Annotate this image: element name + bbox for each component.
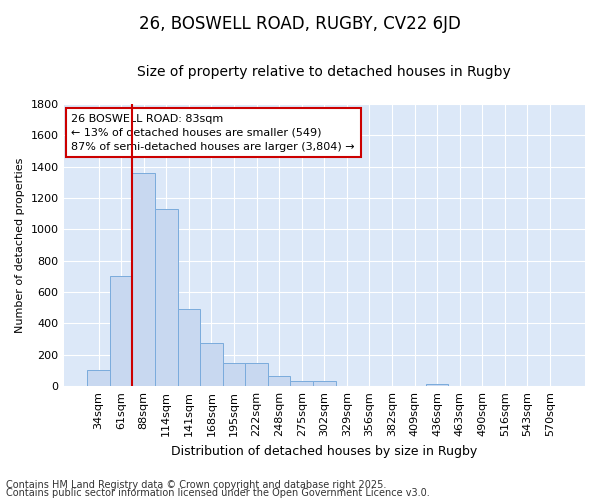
Title: Size of property relative to detached houses in Rugby: Size of property relative to detached ho… xyxy=(137,65,511,79)
Bar xyxy=(290,380,313,386)
Text: Contains public sector information licensed under the Open Government Licence v3: Contains public sector information licen… xyxy=(6,488,430,498)
Bar xyxy=(200,343,223,386)
Bar xyxy=(245,364,268,386)
Text: Contains HM Land Registry data © Crown copyright and database right 2025.: Contains HM Land Registry data © Crown c… xyxy=(6,480,386,490)
Bar xyxy=(426,384,448,386)
Bar xyxy=(178,310,200,386)
Text: 26 BOSWELL ROAD: 83sqm
← 13% of detached houses are smaller (549)
87% of semi-de: 26 BOSWELL ROAD: 83sqm ← 13% of detached… xyxy=(71,114,355,152)
Bar xyxy=(223,364,245,386)
Bar xyxy=(87,370,110,386)
Bar xyxy=(268,376,290,386)
Y-axis label: Number of detached properties: Number of detached properties xyxy=(15,158,25,332)
Bar xyxy=(133,173,155,386)
Bar xyxy=(110,276,133,386)
X-axis label: Distribution of detached houses by size in Rugby: Distribution of detached houses by size … xyxy=(171,444,478,458)
Bar xyxy=(313,382,335,386)
Text: 26, BOSWELL ROAD, RUGBY, CV22 6JD: 26, BOSWELL ROAD, RUGBY, CV22 6JD xyxy=(139,15,461,33)
Bar xyxy=(155,209,178,386)
